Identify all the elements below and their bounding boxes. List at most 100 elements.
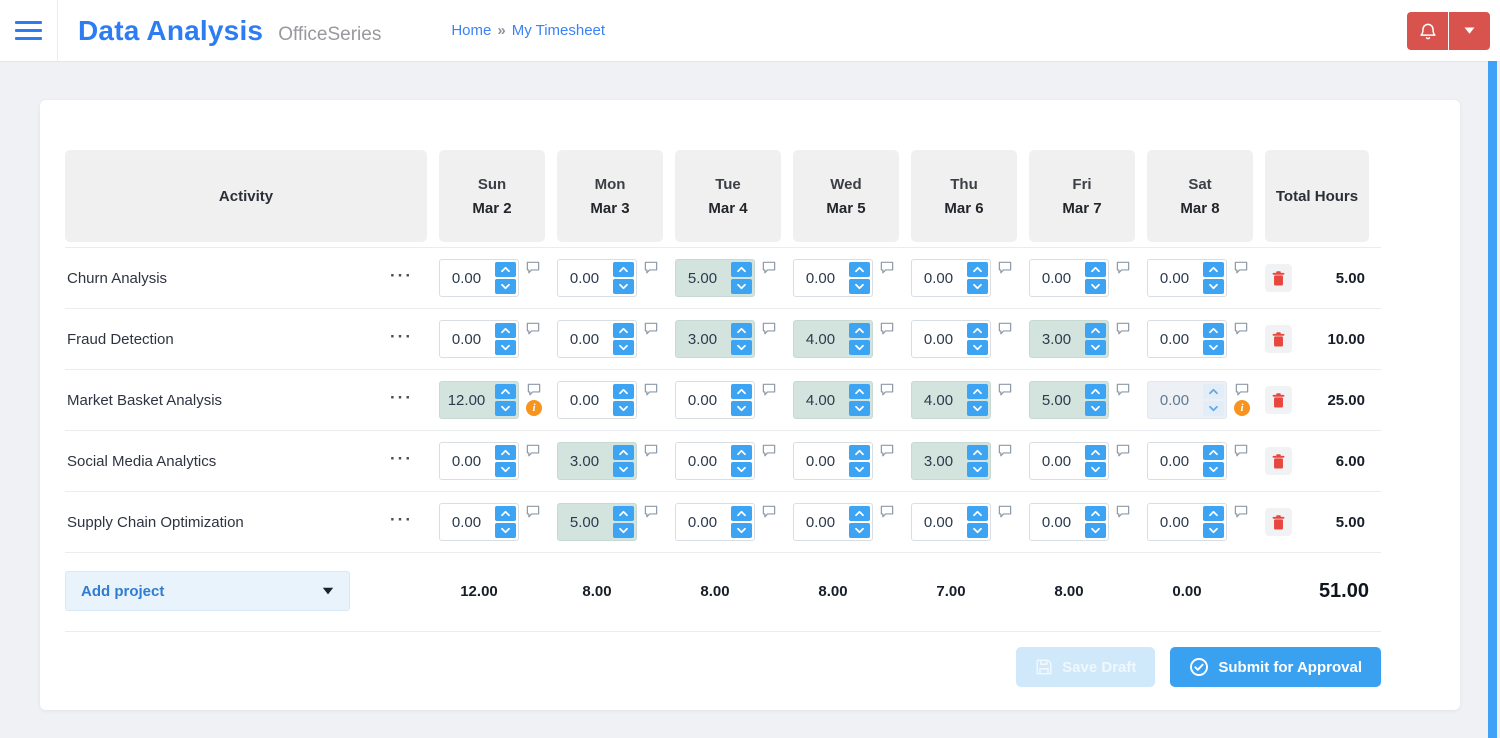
comment-icon[interactable] [1235, 383, 1249, 396]
comment-icon[interactable] [1116, 505, 1130, 518]
comment-icon[interactable] [880, 444, 894, 457]
hours-input[interactable]: 0.00 [675, 503, 755, 541]
hours-value[interactable]: 4.00 [805, 330, 836, 348]
hours-value[interactable]: 0.00 [451, 330, 482, 348]
increment-button[interactable] [1085, 384, 1106, 399]
add-project-dropdown[interactable]: Add project [65, 571, 350, 611]
hours-input[interactable]: 0.00 [1147, 442, 1227, 480]
decrement-button[interactable] [1203, 401, 1224, 416]
hours-value[interactable]: 0.00 [451, 513, 482, 531]
comment-icon[interactable] [527, 383, 541, 396]
hours-value[interactable]: 0.00 [1041, 452, 1072, 470]
decrement-button[interactable] [613, 523, 634, 538]
comment-icon[interactable] [880, 383, 894, 396]
comment-icon[interactable] [526, 261, 540, 274]
vertical-scrollbar[interactable] [1488, 61, 1497, 738]
decrement-button[interactable] [1085, 279, 1106, 294]
delete-row-button[interactable] [1265, 325, 1292, 353]
increment-button[interactable] [1203, 262, 1224, 277]
increment-button[interactable] [1085, 262, 1106, 277]
comment-icon[interactable] [526, 444, 540, 457]
account-menu-button[interactable] [1449, 11, 1490, 50]
comment-icon[interactable] [1116, 322, 1130, 335]
increment-button[interactable] [613, 445, 634, 460]
decrement-button[interactable] [613, 279, 634, 294]
hours-input[interactable]: 0.00 [557, 320, 637, 358]
increment-button[interactable] [967, 384, 988, 399]
breadcrumb-current-link[interactable]: My Timesheet [511, 22, 606, 39]
increment-button[interactable] [1203, 323, 1224, 338]
decrement-button[interactable] [849, 523, 870, 538]
hours-value[interactable]: 12.00 [447, 391, 486, 409]
decrement-button[interactable] [495, 279, 516, 294]
hours-value[interactable]: 3.00 [923, 452, 954, 470]
comment-icon[interactable] [998, 383, 1012, 396]
comment-icon[interactable] [762, 383, 776, 396]
decrement-button[interactable] [613, 401, 634, 416]
comment-icon[interactable] [998, 261, 1012, 274]
comment-icon[interactable] [644, 322, 658, 335]
hours-value[interactable]: 0.00 [1159, 330, 1190, 348]
hours-value[interactable]: 0.00 [451, 452, 482, 470]
comment-icon[interactable] [998, 505, 1012, 518]
hours-input[interactable]: 5.00 [675, 259, 755, 297]
increment-button[interactable] [495, 384, 516, 399]
increment-button[interactable] [731, 323, 752, 338]
increment-button[interactable] [613, 323, 634, 338]
hours-input[interactable]: 0.00 [1147, 320, 1227, 358]
comment-icon[interactable] [1234, 322, 1248, 335]
comment-icon[interactable] [880, 322, 894, 335]
hours-input[interactable]: 5.00 [557, 503, 637, 541]
row-menu-button[interactable]: ··· [390, 267, 413, 289]
hours-value[interactable]: 5.00 [1041, 391, 1072, 409]
decrement-button[interactable] [495, 523, 516, 538]
row-menu-button[interactable]: ··· [390, 328, 413, 350]
decrement-button[interactable] [1085, 340, 1106, 355]
increment-button[interactable] [731, 384, 752, 399]
comment-icon[interactable] [644, 505, 658, 518]
increment-button[interactable] [1085, 445, 1106, 460]
increment-button[interactable] [849, 323, 870, 338]
row-menu-button[interactable]: ··· [390, 511, 413, 533]
hours-input[interactable]: 5.00 [1029, 381, 1109, 419]
increment-button[interactable] [613, 506, 634, 521]
hours-value[interactable]: 0.00 [687, 452, 718, 470]
hours-input[interactable]: 0.00 [911, 503, 991, 541]
increment-button[interactable] [731, 262, 752, 277]
decrement-button[interactable] [731, 523, 752, 538]
row-menu-button[interactable]: ··· [390, 389, 413, 411]
hours-value[interactable]: 3.00 [1041, 330, 1072, 348]
hours-input[interactable]: 4.00 [793, 381, 873, 419]
hours-value[interactable]: 0.00 [805, 452, 836, 470]
comment-icon[interactable] [762, 505, 776, 518]
increment-button[interactable] [1203, 445, 1224, 460]
notifications-button[interactable] [1407, 11, 1448, 50]
decrement-button[interactable] [849, 279, 870, 294]
decrement-button[interactable] [849, 401, 870, 416]
hours-input[interactable]: 0.00 [793, 442, 873, 480]
decrement-button[interactable] [849, 340, 870, 355]
hours-input[interactable]: 0.00 [1029, 503, 1109, 541]
decrement-button[interactable] [1085, 462, 1106, 477]
delete-row-button[interactable] [1265, 508, 1292, 536]
comment-icon[interactable] [998, 322, 1012, 335]
decrement-button[interactable] [731, 401, 752, 416]
decrement-button[interactable] [731, 279, 752, 294]
hours-value[interactable]: 0.00 [1159, 269, 1190, 287]
hours-value[interactable]: 0.00 [923, 269, 954, 287]
decrement-button[interactable] [495, 340, 516, 355]
hours-value[interactable]: 0.00 [451, 269, 482, 287]
increment-button[interactable] [849, 384, 870, 399]
breadcrumb-home-link[interactable]: Home [451, 22, 492, 39]
hours-value[interactable]: 0.00 [569, 269, 600, 287]
increment-button[interactable] [495, 506, 516, 521]
increment-button[interactable] [849, 506, 870, 521]
decrement-button[interactable] [849, 462, 870, 477]
increment-button[interactable] [731, 445, 752, 460]
decrement-button[interactable] [967, 279, 988, 294]
increment-button[interactable] [495, 323, 516, 338]
hours-input[interactable]: 0.00 [1029, 259, 1109, 297]
comment-icon[interactable] [644, 383, 658, 396]
delete-row-button[interactable] [1265, 264, 1292, 292]
hours-value[interactable]: 5.00 [569, 513, 600, 531]
